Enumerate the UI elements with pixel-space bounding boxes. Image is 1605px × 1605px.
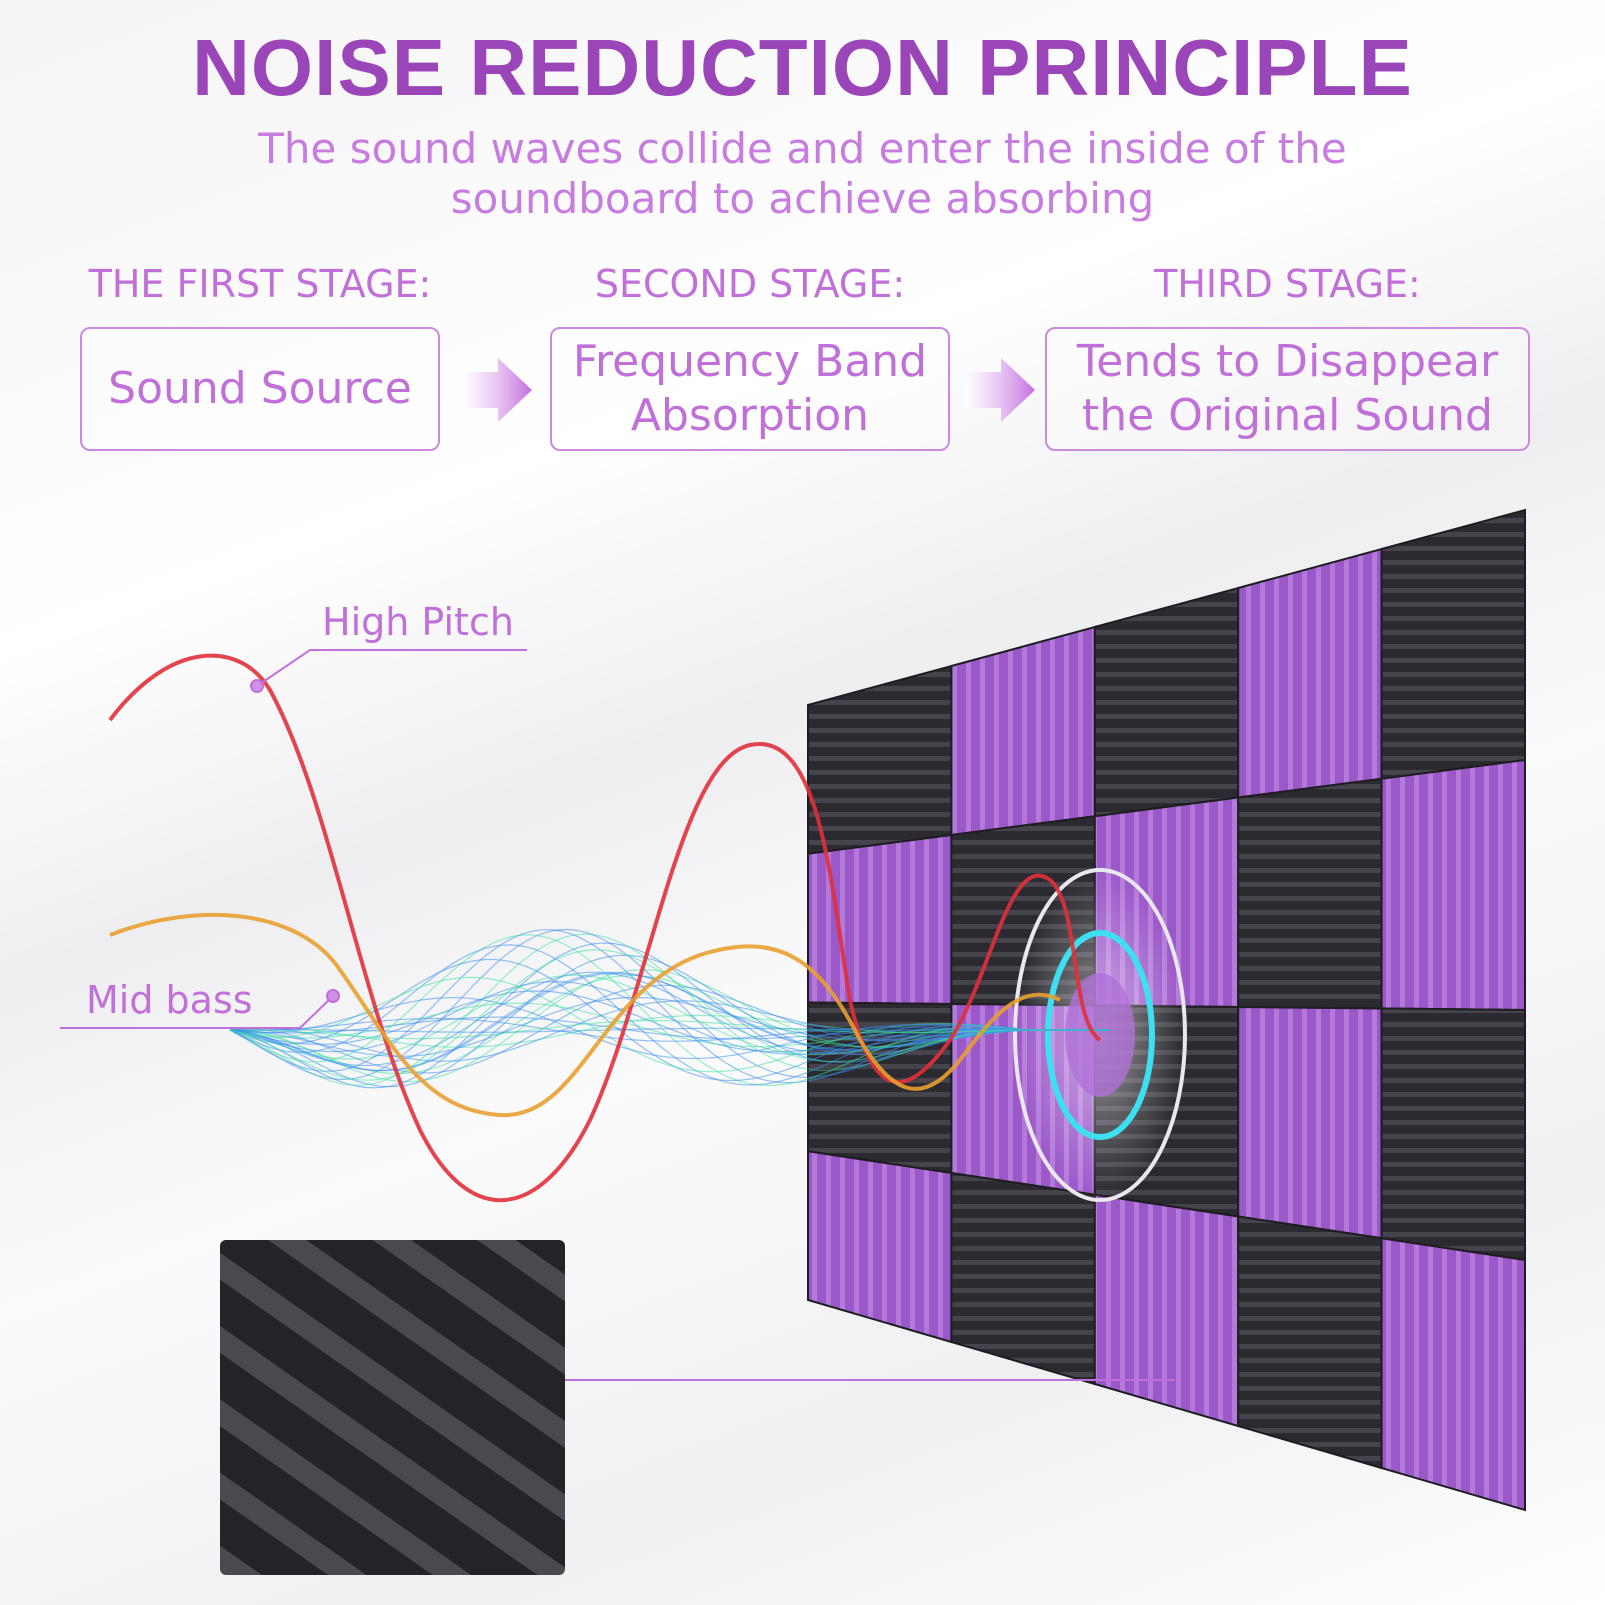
foam-tile-purple: [1093, 1193, 1240, 1428]
high-pitch-label: High Pitch: [322, 600, 514, 644]
stage-3-text-1: Tends to Disappear: [1076, 336, 1499, 387]
mesh-wave-line: [229, 1020, 1110, 1040]
foam-tile-black: [950, 1171, 1096, 1386]
foam-tile-black: [1380, 1007, 1526, 1262]
foam-closeup: [220, 1240, 565, 1575]
mesh-wave-line: [229, 949, 1110, 1081]
subtitle: The sound waves collide and enter the in…: [0, 124, 1605, 224]
foam-tile-purple: [807, 1150, 953, 1344]
foam-tile-black: [807, 664, 953, 855]
stage-3-text-2: the Original Sound: [1082, 390, 1493, 441]
arrow-right-icon: [965, 358, 1035, 422]
stage-1-box: Sound Source: [80, 327, 440, 451]
foam-tile-black: [1237, 777, 1383, 1010]
subtitle-line-2: soundboard to achieve absorbing: [450, 174, 1155, 223]
arrow-right-icon: [462, 358, 532, 422]
mesh-wave-line: [229, 1014, 1110, 1048]
stage-2-text-1: Frequency Band: [572, 336, 928, 387]
mesh-wave-line: [229, 928, 1110, 1081]
callout-lines: [60, 649, 1175, 1381]
foam-tile-black: [1093, 586, 1240, 818]
subtitle-line-1: The sound waves collide and enter the in…: [258, 124, 1347, 173]
stage-3-box: Tends to Disappear the Original Sound: [1045, 327, 1530, 451]
foam-tile-purple: [1237, 1005, 1383, 1240]
foam-tile-black: [1237, 1215, 1383, 1470]
absorption-rings: [1013, 868, 1187, 1202]
stage-2-box: Frequency Band Absorption: [550, 327, 950, 451]
mid-bass-label: Mid bass: [86, 978, 253, 1022]
high-pitch-wave: [108, 653, 1102, 1202]
page-title: NOISE REDUCTION PRINCIPLE: [192, 23, 1413, 112]
foam-tile-purple: [1380, 758, 1526, 1012]
mesh-wave-line: [229, 997, 1110, 1058]
foam-tile-black: [1380, 508, 1526, 780]
foam-tile-purple: [950, 625, 1096, 837]
stage-3-label: THIRD STAGE:: [1154, 262, 1421, 306]
mesh-wave-line: [229, 954, 1110, 1088]
stage-2-label: SECOND STAGE:: [594, 262, 906, 306]
foam-tile-purple: [1380, 1237, 1526, 1512]
stage-1-label: THE FIRST STAGE:: [88, 262, 432, 306]
foam-tile-purple: [1237, 547, 1383, 799]
stage-2-text-2: Absorption: [630, 390, 870, 441]
mid-bass-wave: [109, 912, 1061, 1118]
stage-1-text: Sound Source: [108, 363, 412, 414]
